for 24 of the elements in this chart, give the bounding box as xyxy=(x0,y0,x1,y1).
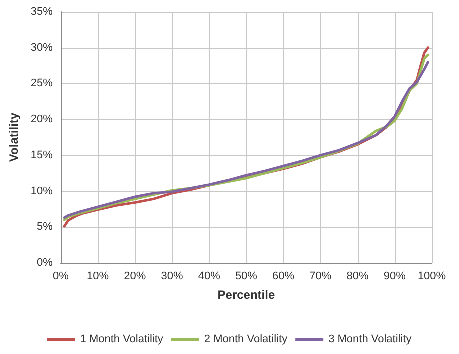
legend-label: 3 Month Volatility xyxy=(328,334,412,346)
y-tick-label: 0% xyxy=(37,257,54,269)
legend-label: 2 Month Volatility xyxy=(204,334,288,346)
y-tick-label: 30% xyxy=(30,42,54,54)
x-tick-label: 10% xyxy=(87,270,110,282)
x-tick-label: 50% xyxy=(235,270,258,282)
x-tick-label: 0% xyxy=(52,270,70,282)
x-axis-title: Percentile xyxy=(218,288,276,302)
x-tick-label: 60% xyxy=(272,270,295,282)
x-tick-label: 70% xyxy=(310,270,332,282)
x-tick-label: 20% xyxy=(124,270,146,282)
x-tick-label: 40% xyxy=(198,270,221,282)
y-tick-label: 10% xyxy=(30,185,54,198)
y-tick-label: 25% xyxy=(30,78,54,90)
y-tick-label: 15% xyxy=(30,149,54,162)
x-tick-label: 100% xyxy=(418,270,446,282)
y-tick-label: 5% xyxy=(37,221,54,234)
x-tick-label: 80% xyxy=(346,270,370,282)
legend-label: 1 Month Volatility xyxy=(80,334,164,346)
x-tick-label: 30% xyxy=(161,270,184,282)
y-tick-label: 20% xyxy=(30,114,54,126)
x-tick-label: 90% xyxy=(384,270,406,282)
y-axis-title: Volatility xyxy=(7,112,21,162)
y-tick-label: 35% xyxy=(30,6,54,18)
